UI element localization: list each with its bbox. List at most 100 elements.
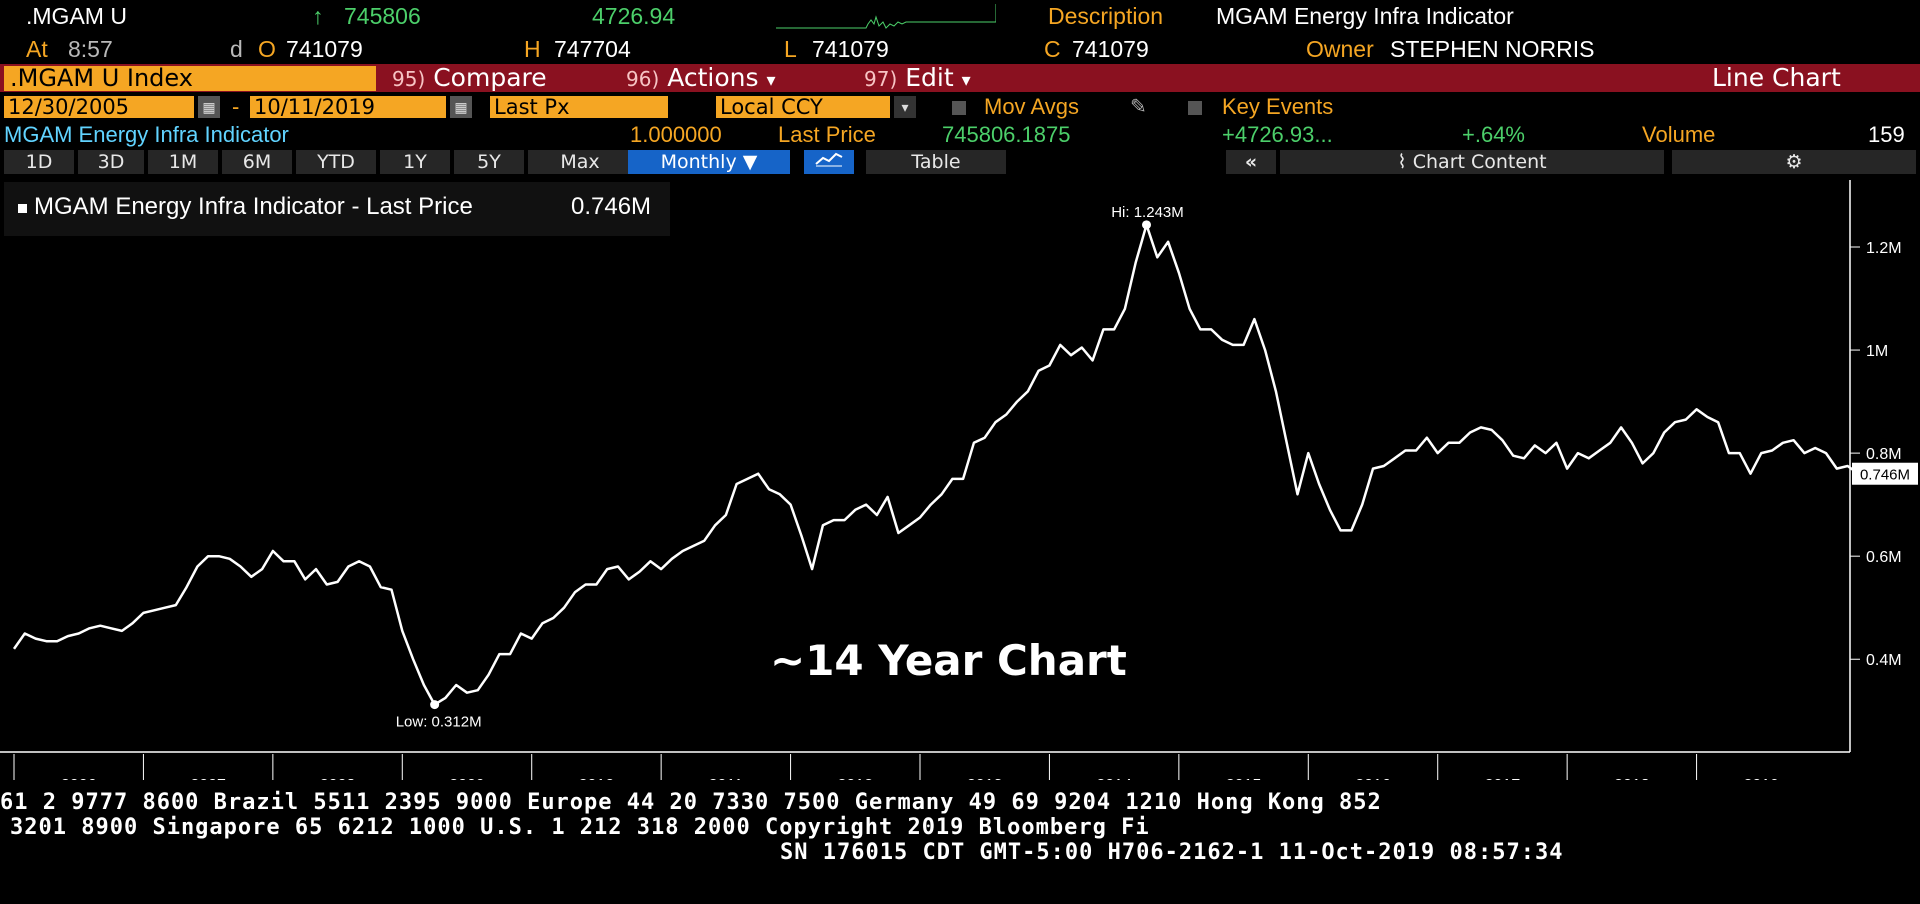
quote-multiplier: 1.000000 [630,122,722,147]
chart-content-icon: ⌇ [1397,151,1407,173]
end-date-field[interactable]: 10/11/2019 [250,96,446,118]
low-label: Low: 0.312M [396,714,482,731]
x-tick-label: 2016 [1355,777,1391,780]
last-price-label: Last Price [778,122,876,147]
line-chart-icon[interactable] [804,150,854,174]
y-tick-label: 1.2M [1866,240,1902,257]
compare-number: 95) [392,67,426,91]
x-tick-label: 2011 [709,777,744,780]
legend-swatch [18,204,27,213]
up-arrow-icon: ↑ [312,3,324,29]
low-value: 741079 [812,36,889,62]
frequency-label: Monthly [660,151,737,173]
x-tick-label: 2015 [1226,777,1262,780]
legend-series-name: MGAM Energy Infra Indicator - Last Price [34,193,473,220]
open-label: O [258,36,276,62]
high-marker [1142,220,1151,230]
calendar-icon[interactable]: ▦ [450,96,472,118]
chart-content-button[interactable]: ⌇ Chart Content [1280,150,1664,174]
x-tick-label: 2012 [837,777,873,780]
description-value: MGAM Energy Infra Indicator [1216,3,1514,29]
y-tick-label: 0.4M [1866,652,1902,669]
calendar-icon[interactable]: ▦ [198,96,220,118]
period-5y[interactable]: 5Y [454,150,524,174]
edit-menu[interactable]: 97) Edit ▾ [864,64,971,92]
y-tick-label: 0.6M [1866,549,1902,566]
high-label: Hi: 1.243M [1111,204,1184,221]
at-label: At [26,36,48,62]
chart-legend [4,182,670,236]
low-marker [430,700,440,710]
table-button[interactable]: Table [866,150,1006,174]
time-value: 8:57 [68,36,113,62]
currency-select[interactable]: Local CCY [716,96,890,118]
svg-text:0.746M: 0.746M [1860,467,1910,484]
line-chart: 2006 2007 2008 2009 2010 2011 2012 2013 2014 2015… [0,180,1918,780]
start-date-field[interactable]: 12/30/2005 [4,96,194,118]
compare-label: Compare [433,63,547,92]
ticker-symbol: .MGAM U [26,3,127,29]
key-events-checkbox[interactable] [1188,101,1202,115]
description-label: Description [1048,3,1164,29]
last-price-value: 745806.1875 [942,122,1071,147]
collapse-icon[interactable]: « [1226,150,1276,174]
actions-label: Actions [667,63,759,92]
x-tick-label: 2017 [1485,777,1521,780]
change-value: 4726.94 [592,3,676,29]
frequency-dropdown[interactable]: Monthly ▼ [628,150,790,174]
x-tick-label: 2009 [449,777,485,780]
pct-change-value: +.64% [1462,122,1525,147]
mov-avgs-checkbox[interactable] [952,101,966,115]
volume-label: Volume [1642,122,1716,147]
edit-number: 97) [864,67,898,91]
low-label: L [784,36,797,62]
owner-label: Owner [1306,36,1374,62]
period-1d[interactable]: 1D [4,150,74,174]
pencil-icon[interactable]: ✎ [1130,96,1147,118]
mov-avgs-label: Mov Avgs [984,94,1079,119]
chevron-down-icon[interactable]: ▾ [894,96,916,118]
price-series-line [12,223,1860,706]
high-label: H [524,36,541,62]
x-tick-label: 2007 [190,777,226,780]
period-1m[interactable]: 1M [148,150,218,174]
period-max[interactable]: Max [528,150,632,174]
x-tick-label: 2013 [967,777,1003,780]
x-tick-label: 2014 [1096,777,1132,780]
chevron-down-icon: ▼ [742,151,758,173]
compare-menu[interactable]: 95) Compare [392,64,547,92]
key-events-label: Key Events [1222,94,1334,119]
x-tick-label: 2006 [61,777,97,780]
gear-icon[interactable]: ⚙ [1672,150,1916,174]
d-label: d [230,36,243,62]
chevron-down-icon: ▾ [961,70,971,91]
period-6m[interactable]: 6M [222,150,292,174]
actions-menu[interactable]: 96) Actions ▾ [626,64,776,92]
last-price-tag: 0.746M [1852,462,1918,485]
period-1y[interactable]: 1Y [380,150,450,174]
period-3d[interactable]: 3D [78,150,144,174]
legend-value: 0.746M [571,193,652,220]
y-tick-label: 1M [1866,343,1888,360]
close-label: C [1044,36,1061,62]
footer-line-2: 3201 8900 Singapore 65 6212 1000 U.S. 1 … [10,815,1150,840]
quote-name: MGAM Energy Infra Indicator [4,122,289,147]
open-value: 741079 [286,36,363,62]
edit-label: Edit [905,63,954,92]
last-value: 745806 [344,3,421,29]
close-value: 741079 [1072,36,1149,62]
price-field-select[interactable]: Last Px [490,96,668,118]
footer-line-3: SN 176015 CDT GMT-5:00 H706-2162-1 11-Oc… [780,840,1564,865]
period-ytd[interactable]: YTD [296,150,376,174]
chart-content-label: Chart Content [1412,151,1547,173]
owner-value: STEPHEN NORRIS [1390,36,1595,62]
chevron-down-icon: ▾ [766,70,776,91]
high-value: 747704 [554,36,631,62]
footer-line-1: 61 2 9777 8600 Brazil 5511 2395 9000 Eur… [0,790,1382,815]
x-tick-label: 2010 [579,777,615,780]
security-input[interactable]: .MGAM U Index [4,66,376,91]
chart-annotation: ~14 Year Chart [770,636,1127,685]
sparkline [776,4,996,29]
actions-number: 96) [626,67,660,91]
